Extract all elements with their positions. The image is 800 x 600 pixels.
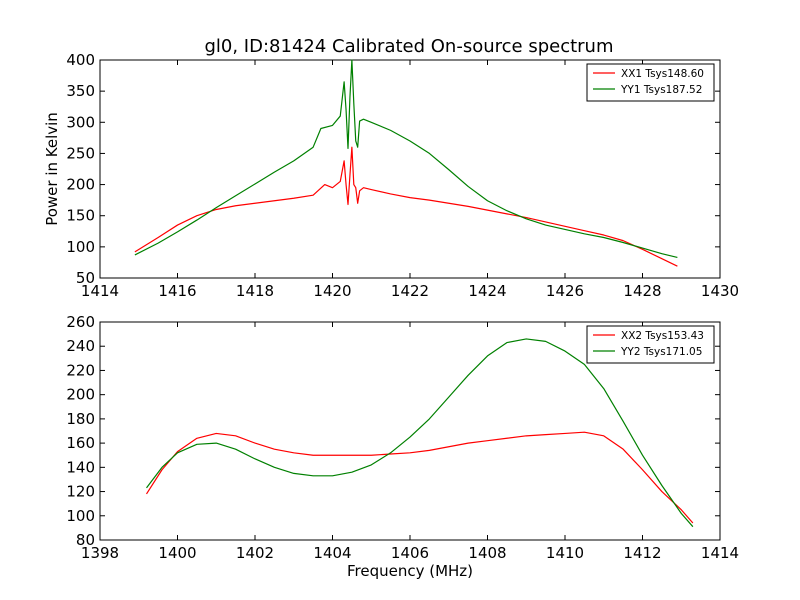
top-xtick-label: 1430 [701, 282, 739, 300]
bottom-xtick-label: 1410 [546, 544, 584, 562]
bottom-xtick-label: 1406 [391, 544, 429, 562]
bottom-series-line-1 [146, 338, 694, 528]
bottom-ytick-label: 220 [66, 361, 95, 379]
bottom-ytick-label: 160 [66, 434, 95, 452]
bottom-ytick-label: 80 [76, 531, 95, 549]
bottom-ytick-label: 240 [66, 337, 95, 355]
bottom-xtick-label: 1400 [158, 544, 196, 562]
bottom-xtick-label: 1412 [623, 544, 661, 562]
top-xtick-label: 1414 [81, 282, 119, 300]
top-xtick-label: 1416 [158, 282, 196, 300]
top-ytick-label: 100 [66, 238, 95, 256]
bottom-legend-box [586, 325, 715, 364]
bottom-xtick-label: 1398 [81, 544, 119, 562]
bottom-ytick-label: 120 [66, 483, 95, 501]
bottom-ytick-label: 180 [66, 410, 95, 428]
top-ytick-label: 250 [66, 144, 95, 162]
bottom-ytick-label: 260 [66, 313, 95, 331]
top-xtick-label: 1424 [468, 282, 506, 300]
bottom-series-line-0 [145, 431, 694, 524]
top-ytick-label: 150 [66, 207, 95, 225]
bottom-ytick-label: 140 [66, 458, 95, 476]
bottom-legend: XX2 Tsys153.43 YY2 Tsys171.05 [586, 325, 715, 364]
bottom-xtick-label: 1408 [468, 544, 506, 562]
top-plot-series [134, 59, 678, 267]
top-legend: XX1 Tsys148.60 YY1 Tsys187.52 [586, 63, 715, 102]
bottom-ytick-label: 200 [66, 386, 95, 404]
bottom-legend-label-xx2: XX2 Tsys153.43 [621, 330, 704, 342]
bottom-xtick-label: 1402 [236, 544, 274, 562]
top-ytick-label: 350 [66, 82, 95, 100]
bottom-plot: 1398 1400 1402 1404 1406 1408 1410 1412 1414 80 10… [66, 313, 739, 580]
top-legend-box [586, 63, 715, 102]
top-legend-label-xx1: XX1 Tsys148.60 [621, 68, 704, 80]
top-ytick-label: 200 [66, 176, 95, 194]
bottom-legend-label-yy2: YY2 Tsys171.05 [620, 346, 702, 358]
top-xtick-label: 1420 [313, 282, 351, 300]
top-ytick-label: 300 [66, 113, 95, 131]
top-series-line-1 [134, 59, 678, 259]
bottom-xlabel: Frequency (MHz) [347, 562, 473, 580]
bottom-ytick-label: 100 [66, 507, 95, 525]
top-plot-ticks: 1414 1416 1418 1420 1422 1424 1426 1428 1430 50 10… [66, 51, 739, 300]
bottom-xtick-label: 1414 [701, 544, 739, 562]
top-ytick-label: 50 [76, 269, 95, 287]
top-ytick-label: 400 [66, 51, 95, 69]
bottom-plot-series [145, 338, 694, 528]
bottom-xtick-label: 1404 [313, 544, 351, 562]
top-xtick-label: 1418 [236, 282, 274, 300]
top-plot: 1414 1416 1418 1420 1422 1424 1426 1428 1430 50 10… [43, 51, 739, 300]
top-xtick-label: 1428 [623, 282, 661, 300]
top-legend-label-yy1: YY1 Tsys187.52 [620, 84, 702, 96]
top-xtick-label: 1426 [546, 282, 584, 300]
top-xtick-label: 1422 [391, 282, 429, 300]
top-series-line-0 [134, 146, 678, 267]
top-ylabel: Power in Kelvin [43, 112, 61, 226]
bottom-plot-ticks: 1398 1400 1402 1404 1406 1408 1410 1412 1414 80 10… [66, 313, 739, 562]
figure-title: gl0, ID:81424 Calibrated On-source spect… [204, 36, 613, 57]
